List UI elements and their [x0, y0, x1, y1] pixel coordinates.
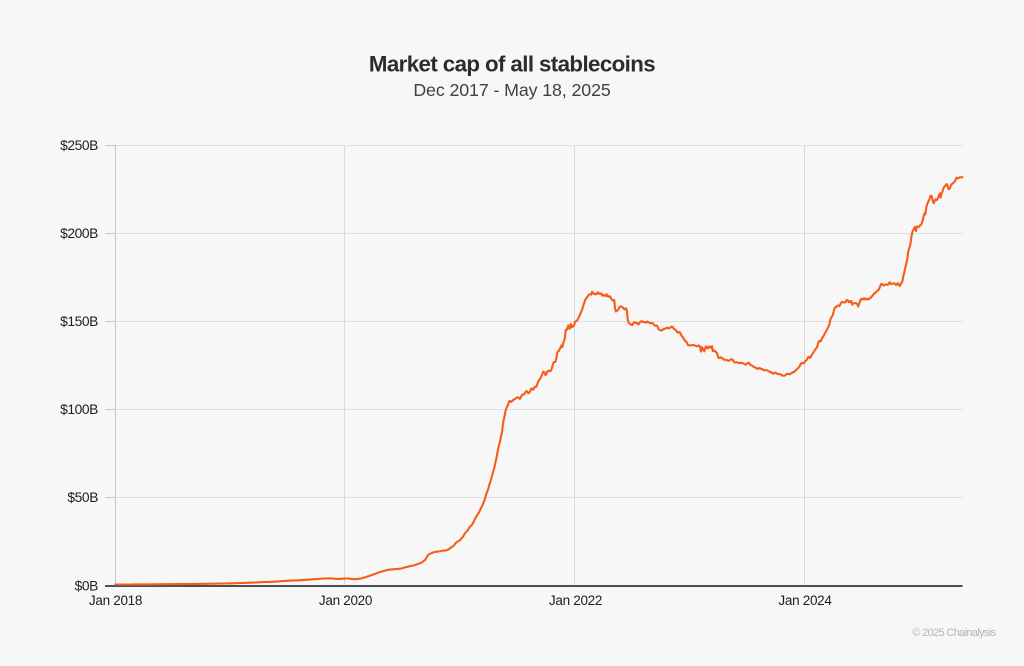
- svg-text:$100B: $100B: [60, 402, 98, 417]
- svg-text:Market cap of all stablecoins: Market cap of all stablecoins: [369, 52, 655, 77]
- svg-text:$200B: $200B: [60, 226, 98, 241]
- svg-text:Jan 2024: Jan 2024: [778, 593, 832, 608]
- svg-text:$0B: $0B: [75, 578, 99, 593]
- svg-text:Jan 2022: Jan 2022: [549, 593, 602, 608]
- svg-text:Jan 2018: Jan 2018: [89, 593, 142, 608]
- svg-text:$250B: $250B: [60, 138, 98, 153]
- svg-text:Dec 2017 - May 18, 2025: Dec 2017 - May 18, 2025: [413, 80, 611, 100]
- svg-text:Jan 2020: Jan 2020: [319, 593, 372, 608]
- svg-text:$50B: $50B: [67, 490, 98, 505]
- svg-text:© 2025 Chainalysis: © 2025 Chainalysis: [912, 627, 996, 639]
- svg-text:$150B: $150B: [60, 314, 98, 329]
